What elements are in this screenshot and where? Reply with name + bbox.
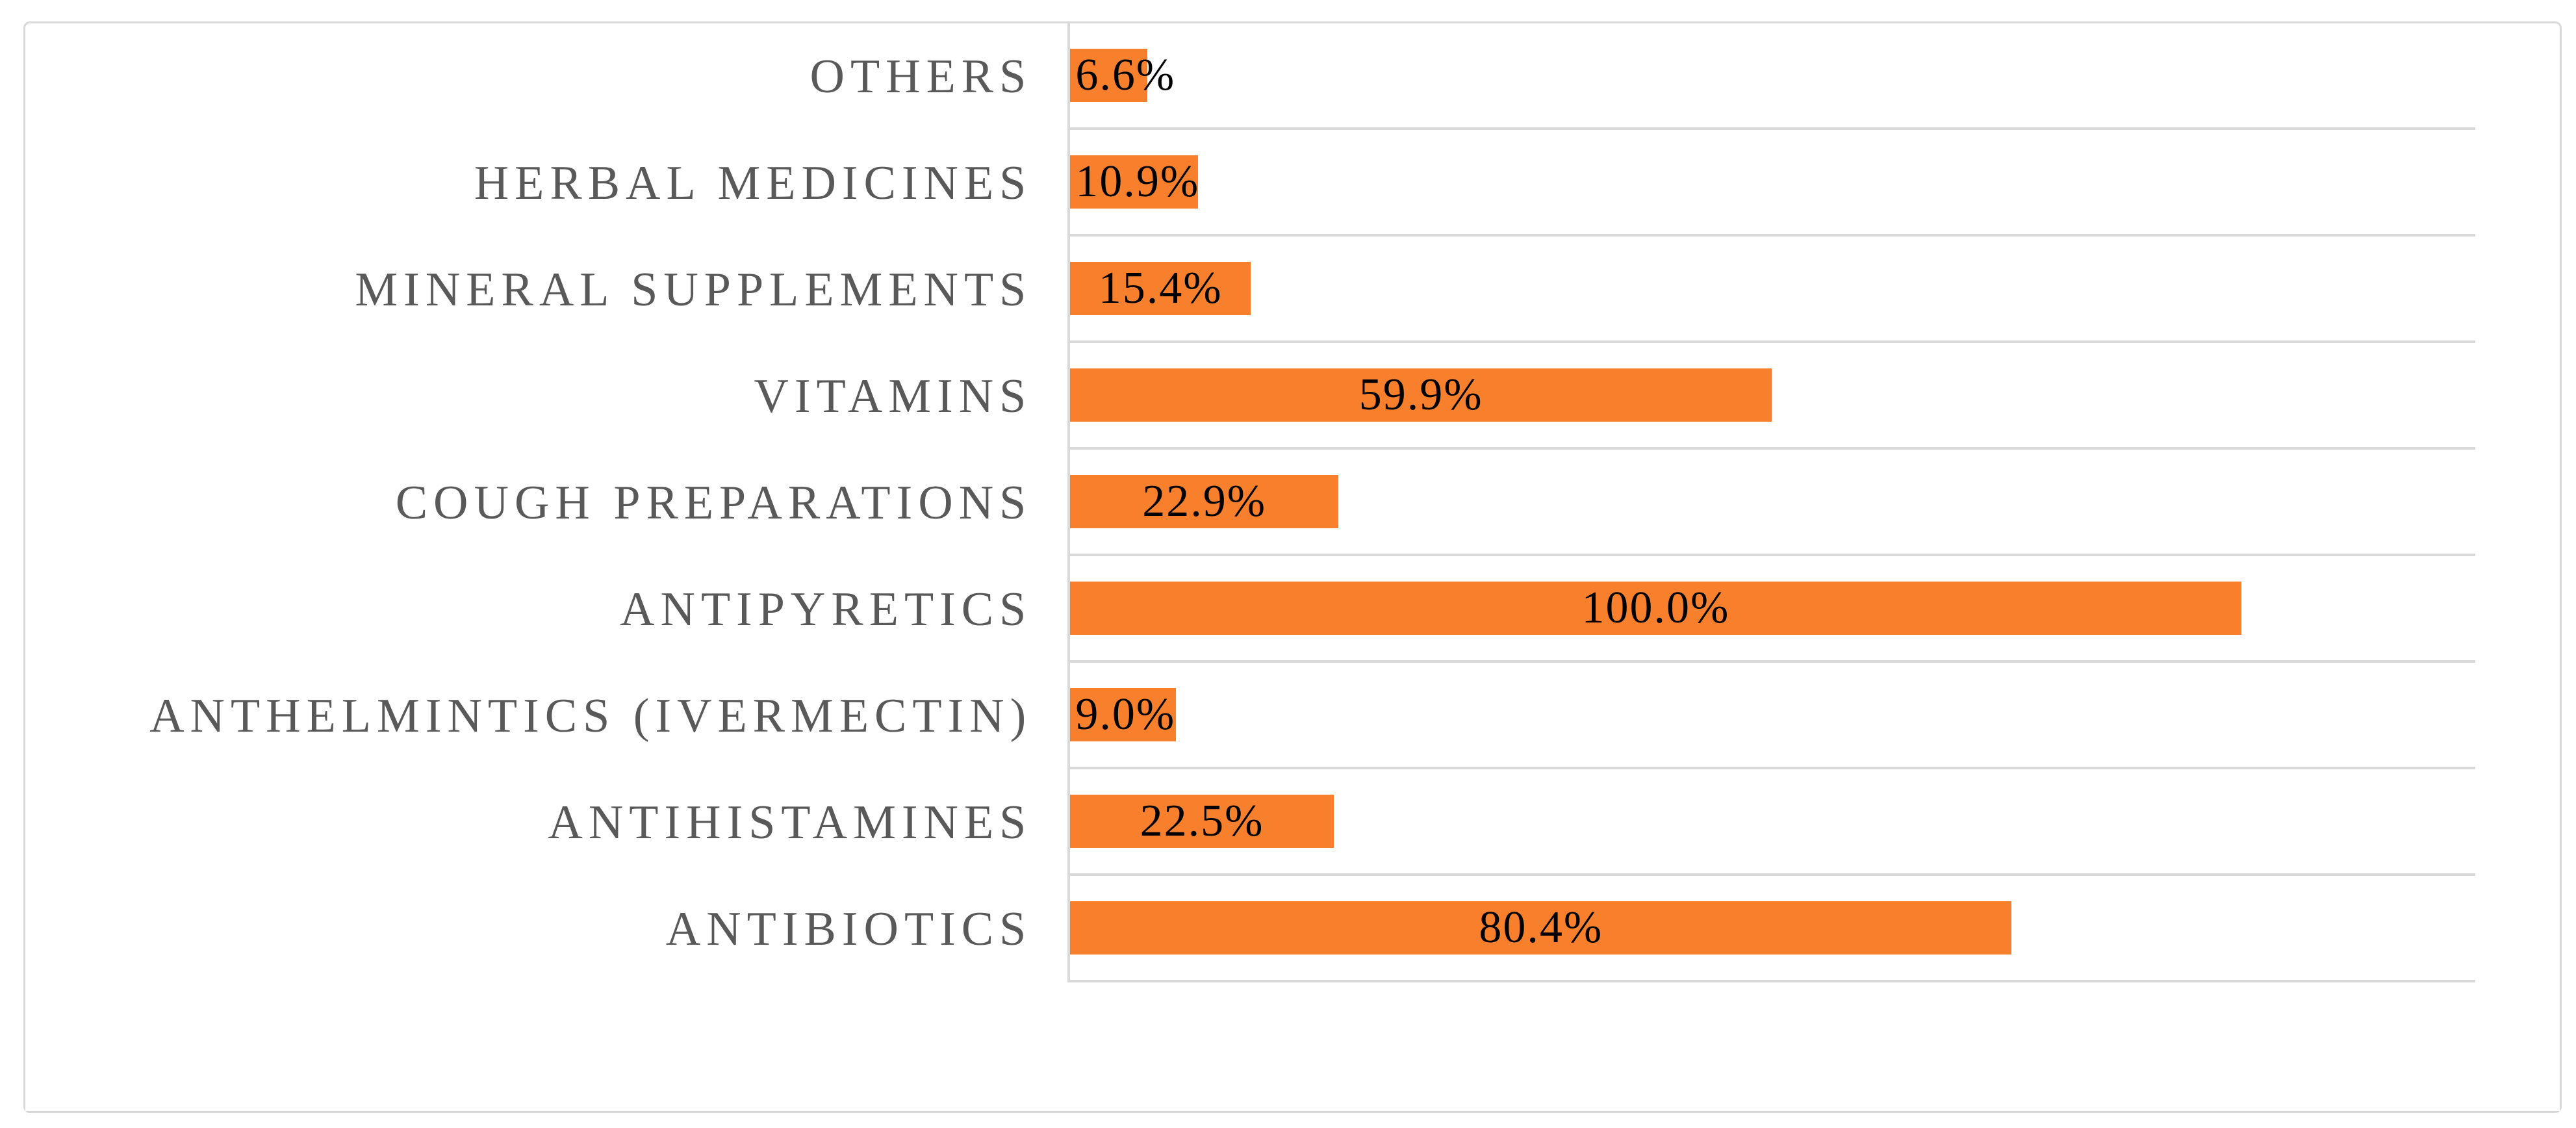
category-label: HERBAL MEDICINES (474, 157, 1032, 210)
chart-row: ANTHELMINTICS (IVERMECTIN) 9.0% (25, 663, 2475, 769)
bar: 22.5% (1070, 795, 1334, 848)
chart-row: COUGH PREPARATIONS 22.9% (25, 450, 2475, 556)
category-label: VITAMINS (754, 370, 1032, 423)
value-label: 22.9% (1142, 476, 1267, 526)
category-label: ANTIBIOTICS (665, 903, 1032, 956)
plot-cell: 22.5% (1067, 769, 2475, 876)
bar: 9.0% (1070, 688, 1176, 741)
chart-row: ANTIPYRETICS 100.0% (25, 556, 2475, 663)
value-label: 59.9% (1358, 370, 1483, 420)
value-label: 80.4% (1479, 903, 1603, 953)
chart-row: ANTIHISTAMINES 22.5% (25, 769, 2475, 876)
value-label: 15.4% (1098, 263, 1223, 313)
bar: 80.4% (1070, 901, 2012, 955)
chart-row: OTHERS 6.6% (25, 23, 2475, 130)
chart-row: ANTIBIOTICS 80.4% (25, 876, 2475, 982)
bar: 22.9% (1070, 475, 1339, 528)
plot-cell: 9.0% (1067, 663, 2475, 769)
value-label: 100.0% (1581, 583, 1730, 633)
plot-cell: 15.4% (1067, 237, 2475, 343)
bar-chart: OTHERS 6.6% HERBAL MEDICINES 10.9% MINERAL S… (25, 23, 2475, 982)
category-label: COUGH PREPARATIONS (395, 476, 1032, 530)
plot-cell: 10.9% (1067, 130, 2475, 237)
value-label: 6.6% (1075, 50, 1176, 100)
plot-cell: 6.6% (1067, 23, 2475, 130)
chart-row: VITAMINS 59.9% (25, 343, 2475, 450)
category-label: ANTIPYRETICS (620, 583, 1032, 636)
plot-cell: 59.9% (1067, 343, 2475, 450)
value-label: 9.0% (1075, 689, 1176, 739)
bar: 6.6% (1070, 49, 1174, 102)
category-label: ANTHELMINTICS (IVERMECTIN) (149, 689, 1032, 743)
chart-row: MINERAL SUPPLEMENTS 15.4% (25, 237, 2475, 343)
bar: 15.4% (1070, 262, 1251, 315)
bar: 10.9% (1070, 155, 1200, 209)
category-label: OTHERS (810, 50, 1032, 103)
figure-bottom-margin (25, 982, 2560, 1111)
chart-row: HERBAL MEDICINES 10.9% (25, 130, 2475, 237)
value-label: 10.9% (1075, 157, 1200, 207)
category-label: ANTIHISTAMINES (548, 796, 1032, 849)
plot-cell: 22.9% (1067, 450, 2475, 556)
value-label: 22.5% (1140, 796, 1264, 846)
bar: 59.9% (1070, 368, 1772, 422)
category-label: MINERAL SUPPLEMENTS (355, 263, 1032, 316)
chart-figure: OTHERS 6.6% HERBAL MEDICINES 10.9% MINERAL S… (23, 21, 2562, 1113)
bar: 100.0% (1070, 582, 2241, 635)
plot-cell: 80.4% (1067, 876, 2475, 982)
plot-cell: 100.0% (1067, 556, 2475, 663)
